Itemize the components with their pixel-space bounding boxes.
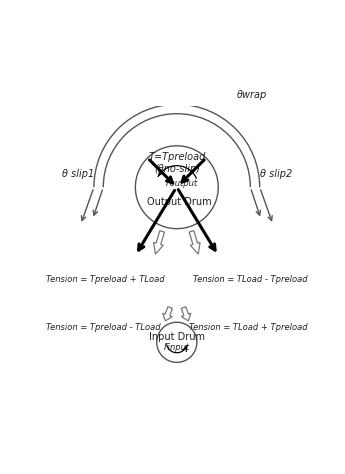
Text: Output Drum: Output Drum [147, 197, 212, 207]
Text: Tension = Tpreload + TLoad: Tension = Tpreload + TLoad [46, 275, 165, 284]
Text: Γinput: Γinput [164, 343, 190, 352]
FancyArrow shape [181, 307, 191, 321]
FancyArrow shape [189, 231, 200, 254]
FancyArrow shape [163, 307, 172, 321]
Text: θwrap: θwrap [236, 91, 267, 100]
Text: Input Drum: Input Drum [149, 332, 205, 343]
Text: θ slip2: θ slip2 [260, 169, 292, 179]
Text: Γoutput: Γoutput [166, 179, 198, 188]
Text: Tension = TLoad + Tpreload: Tension = TLoad + Tpreload [189, 323, 308, 332]
Text: Tension = TLoad - Tpreload: Tension = TLoad - Tpreload [193, 275, 308, 284]
Text: T=Tpreload
(θno-slip): T=Tpreload (θno-slip) [148, 152, 206, 174]
FancyArrow shape [154, 231, 165, 254]
Text: Tension = Tpreload - TLoad: Tension = Tpreload - TLoad [46, 323, 160, 332]
Text: θ slip1: θ slip1 [62, 169, 94, 179]
